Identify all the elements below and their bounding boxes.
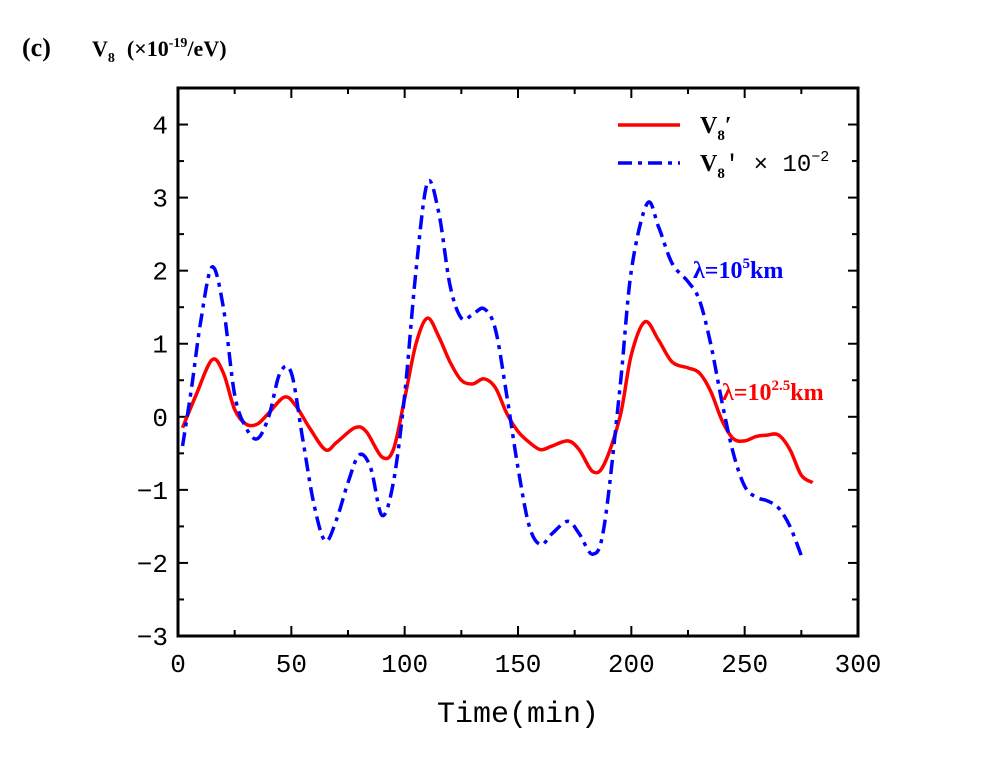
title-exponent: -19: [169, 36, 188, 51]
y-tick-label: 0: [152, 404, 168, 434]
title-unit: (×10: [127, 36, 169, 61]
x-tick-label: 150: [495, 650, 542, 680]
x-tick-label: 250: [721, 650, 768, 680]
chart-title: V8 (×10-19/eV): [92, 36, 227, 66]
y-tick-label: −1: [137, 477, 168, 507]
title-symbol: V: [92, 36, 108, 61]
annotation-exponent: 5: [742, 256, 750, 272]
y-tick-label: −3: [137, 623, 168, 653]
annotation-unit: km: [750, 258, 783, 284]
legend-subscript: 8: [717, 166, 725, 182]
annotation-base: λ=10: [693, 258, 742, 284]
y-tick-label: 4: [152, 112, 168, 142]
annotation: λ=102.5km: [722, 378, 824, 406]
x-tick-label: 100: [381, 650, 428, 680]
series-line: [180, 178, 803, 557]
legend-symbol: V: [700, 113, 718, 139]
legend-label: V8′ × 10−2: [700, 149, 829, 182]
y-tick-label: 1: [152, 331, 168, 361]
x-tick-label: 200: [608, 650, 655, 680]
legend-label: V8′: [700, 113, 732, 144]
annotation-exponent: 2.5: [771, 378, 790, 394]
annotation-base: λ=10: [722, 380, 771, 406]
annotation-unit: km: [790, 380, 823, 406]
x-tick-label: 50: [276, 650, 307, 680]
x-axis-label: Time(min): [437, 698, 599, 732]
legend-symbol: V: [700, 151, 718, 177]
title-subscript: 8: [108, 51, 115, 66]
y-tick-label: −2: [137, 550, 168, 580]
y-tick-label: 3: [152, 185, 168, 215]
legend-exponent: −2: [811, 149, 829, 166]
legend-subscript: 8: [717, 128, 725, 144]
panel-label: (c): [22, 33, 51, 62]
title-unit-end: /eV): [186, 36, 226, 61]
y-tick-label: 2: [152, 258, 168, 288]
x-tick-label: 300: [835, 650, 882, 680]
series-line: [180, 316, 814, 485]
legend-rest: ′: [725, 113, 732, 139]
legend-rest: ′ × 10: [725, 152, 811, 179]
x-tick-label: 0: [170, 650, 186, 680]
annotation: λ=105km: [693, 256, 783, 284]
